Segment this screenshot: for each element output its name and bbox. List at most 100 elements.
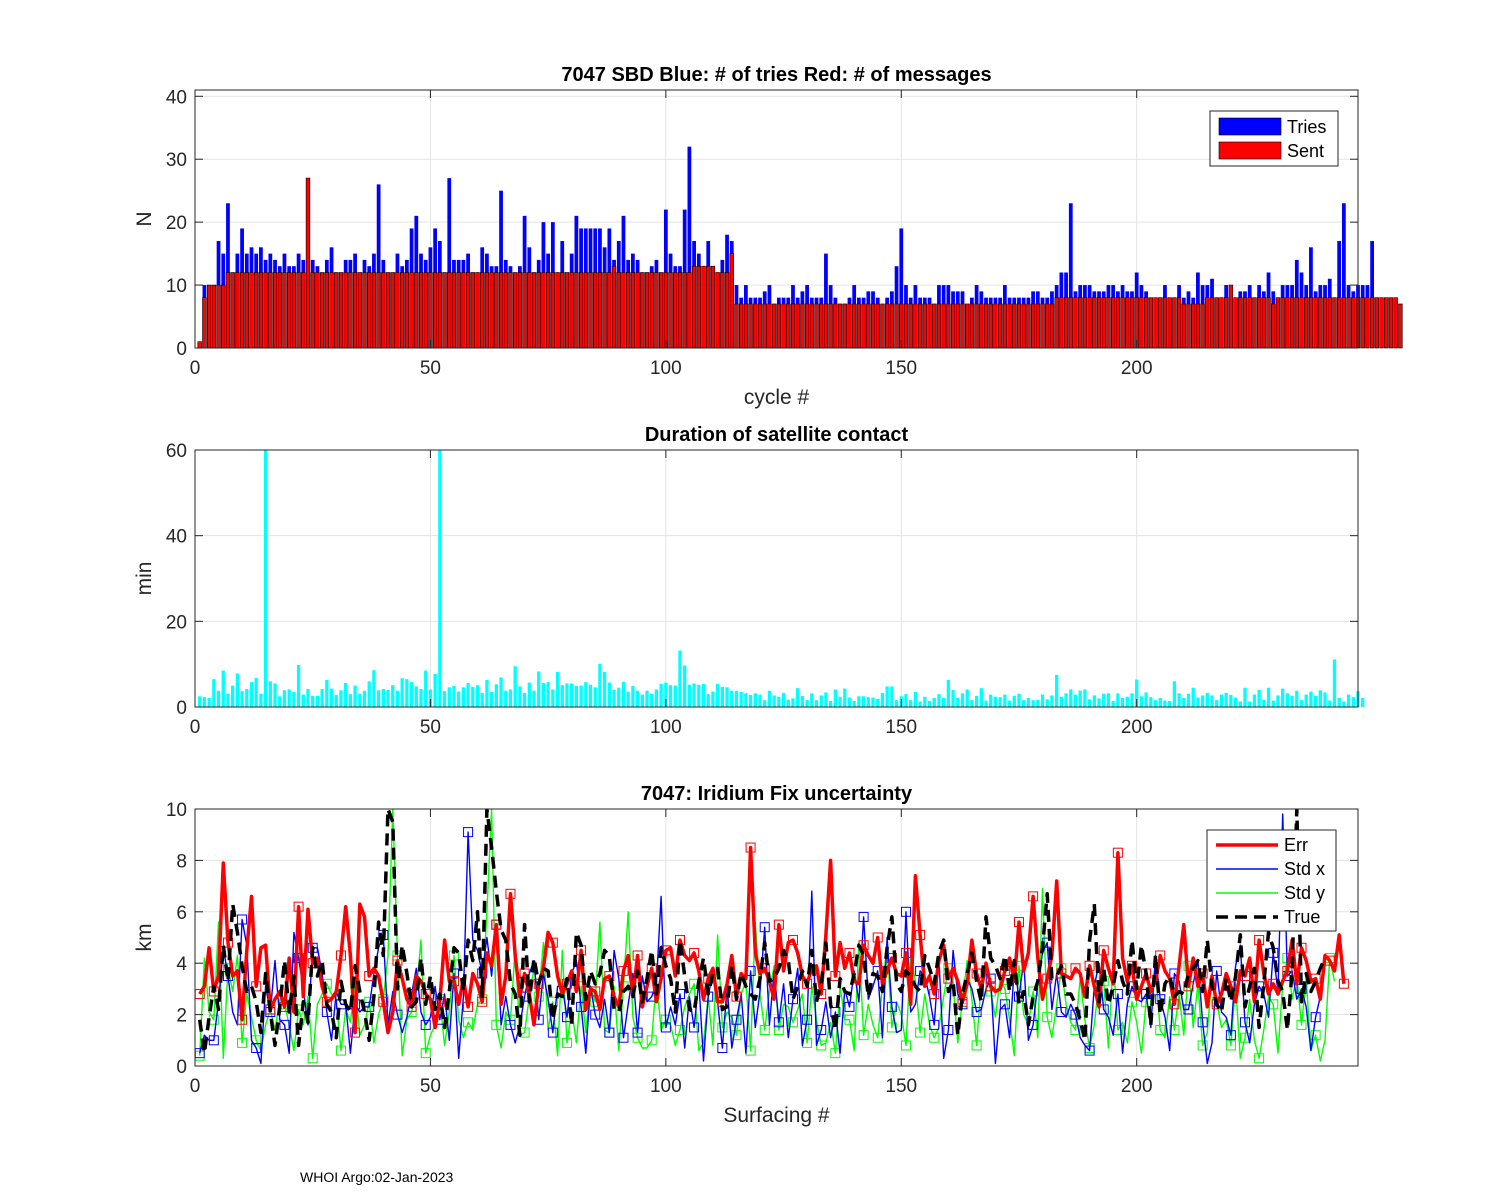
- duration-bar: [1036, 699, 1040, 707]
- sent-bar: [837, 303, 843, 349]
- duration-bar: [1266, 687, 1271, 707]
- marker-std-y: [561, 1037, 572, 1048]
- marker-std-x: [237, 914, 248, 925]
- duration-bar: [777, 696, 781, 707]
- sent-bar: [927, 303, 932, 349]
- y-axis-label: N: [133, 211, 156, 226]
- sent-bar: [1073, 297, 1078, 349]
- duration-bar: [461, 687, 466, 707]
- sent-bar: [771, 303, 777, 349]
- duration-bar: [960, 693, 965, 707]
- duration-bar: [617, 687, 621, 707]
- duration-bar: [268, 681, 272, 707]
- sent-bar: [922, 303, 928, 349]
- duration-bar: [1116, 693, 1120, 707]
- sent-bar: [988, 303, 993, 349]
- sent-bar: [390, 272, 395, 349]
- duration-bar: [1243, 687, 1247, 707]
- sent-bar: [960, 303, 965, 349]
- duration-bar: [508, 689, 513, 707]
- duration-bar: [570, 683, 574, 707]
- sent-bar: [861, 303, 866, 349]
- duration-bar: [974, 695, 979, 707]
- sent-bar: [1106, 297, 1111, 349]
- duration-bar: [1200, 695, 1205, 707]
- sent-bar: [324, 272, 330, 349]
- x-axis-label: cycle #: [744, 386, 810, 409]
- duration-bar: [951, 689, 955, 707]
- duration-bar: [212, 679, 216, 707]
- sent-bar: [602, 272, 607, 349]
- marker-std-y: [1197, 1040, 1208, 1051]
- duration-bar: [259, 693, 263, 707]
- duration-bar: [781, 692, 786, 707]
- sent-bar: [932, 303, 937, 349]
- marker-std-y: [237, 1037, 248, 1048]
- y-tick-label: 30: [166, 150, 187, 171]
- duration-bar: [645, 690, 649, 707]
- duration-bar: [1257, 689, 1261, 707]
- duration-bar: [221, 670, 225, 707]
- duration-bar: [1299, 700, 1304, 707]
- duration-bar: [565, 683, 569, 707]
- sent-bar: [941, 303, 946, 349]
- sent-bar: [1195, 303, 1201, 349]
- sent-bar: [1068, 297, 1073, 349]
- duration-bar: [395, 690, 400, 707]
- duration-bar: [1102, 693, 1106, 707]
- marker-std-x: [604, 1027, 615, 1038]
- sent-bar: [1158, 297, 1163, 349]
- sent-bar: [569, 272, 574, 349]
- marker-std-x: [547, 1027, 558, 1038]
- duration-bar: [763, 700, 767, 707]
- sent-bar: [1200, 303, 1205, 349]
- sent-bar: [1209, 297, 1215, 349]
- duration-bar: [381, 689, 385, 707]
- duration-bar: [447, 687, 451, 707]
- duration-bar: [687, 684, 692, 707]
- marker-err: [1282, 965, 1293, 976]
- sent-bar: [997, 303, 1003, 349]
- marker-std-y: [915, 1027, 926, 1038]
- sent-bar: [917, 303, 923, 349]
- legend: Tries Sent: [1209, 110, 1339, 167]
- duration-bar: [814, 700, 819, 707]
- marker-err: [1013, 917, 1024, 928]
- sent-bar: [484, 272, 490, 349]
- marker-std-y: [674, 1025, 685, 1036]
- sent-bar: [1351, 297, 1356, 349]
- sent-bar: [833, 303, 838, 349]
- duration-bar: [1262, 699, 1266, 707]
- duration-bar: [1309, 691, 1313, 707]
- sent-bar: [804, 303, 810, 349]
- y-tick-label: 20: [166, 213, 187, 234]
- marker-err: [1126, 960, 1137, 971]
- duration-bar: [325, 680, 329, 707]
- duration-bar: [424, 670, 428, 707]
- marker-err: [929, 989, 940, 1000]
- footer-stamp: WHOI Argo:02-Jan-2023: [300, 1169, 454, 1185]
- marker-err: [689, 947, 700, 958]
- sent-bar: [319, 272, 325, 349]
- duration-bar: [334, 695, 338, 707]
- marker-std-x: [618, 1032, 629, 1043]
- duration-bar: [894, 700, 899, 707]
- marker-err: [1324, 955, 1335, 966]
- duration-bar: [1055, 674, 1059, 707]
- sent-bar: [1007, 303, 1012, 349]
- marker-std-x: [632, 1027, 643, 1038]
- duration-bar: [405, 679, 409, 707]
- sent-bar: [1162, 297, 1168, 349]
- duration-bar: [1083, 689, 1087, 707]
- duration-bar: [301, 694, 305, 707]
- duration-bar: [810, 693, 814, 707]
- duration-bar: [1172, 681, 1177, 707]
- duration-bar: [1097, 698, 1101, 707]
- sent-bar: [536, 272, 541, 349]
- duration-bar: [442, 691, 447, 707]
- axes-box: [194, 89, 1359, 349]
- duration-bar: [1149, 697, 1153, 707]
- marker-err: [293, 901, 304, 912]
- duration-bar: [1130, 693, 1134, 707]
- sent-bar: [852, 303, 857, 349]
